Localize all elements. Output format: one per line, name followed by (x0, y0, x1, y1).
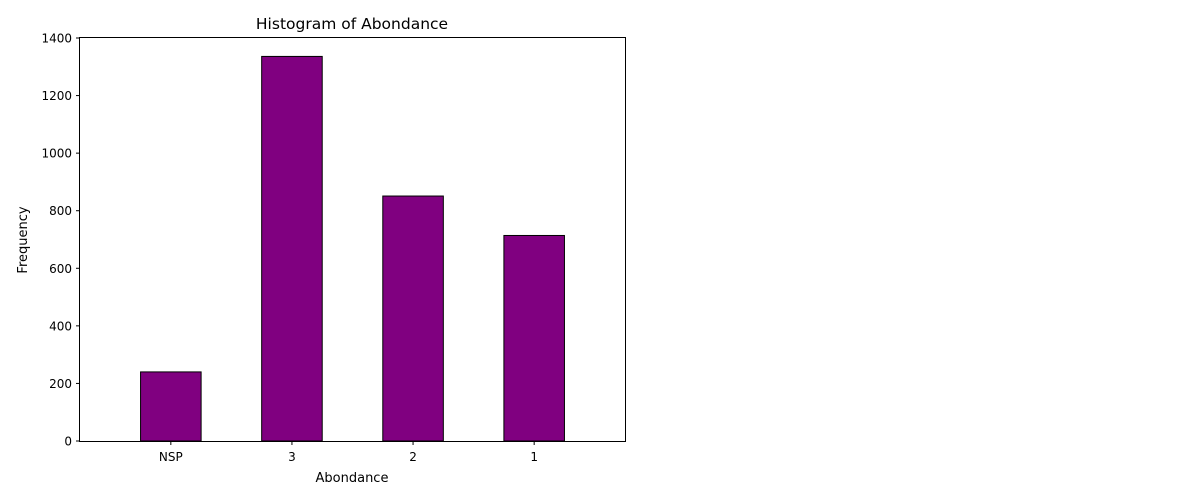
y-tick-label: 1200 (41, 89, 72, 103)
y-tick-label: 1400 (41, 32, 72, 46)
x-tick-label: NSP (159, 450, 183, 464)
x-tick-label: 1 (530, 450, 538, 464)
y-tick-label: 200 (49, 377, 72, 391)
y-tick-label: 400 (49, 319, 72, 333)
bars-layer (140, 55, 565, 442)
bar-3 (261, 55, 323, 442)
y-tick-label: 0 (64, 435, 72, 449)
chart-title: Histogram of Abondance (256, 15, 448, 33)
bar-2 (382, 195, 444, 442)
x-axis: NSP 3 2 1 (159, 441, 538, 464)
x-tick-label: 3 (288, 450, 296, 464)
y-axis-label: Frequency (16, 206, 31, 273)
x-axis-label: Abondance (316, 471, 389, 486)
y-tick-label: 600 (49, 262, 72, 276)
y-tick-label: 1000 (41, 147, 72, 161)
plot-frame (79, 37, 626, 442)
y-tick-label: 800 (49, 204, 72, 218)
x-tick-label: 2 (409, 450, 417, 464)
y-axis: 0 200 400 600 800 1000 1200 1400 (41, 32, 80, 449)
bar-1 (503, 234, 565, 442)
bar-nsp (140, 371, 202, 442)
